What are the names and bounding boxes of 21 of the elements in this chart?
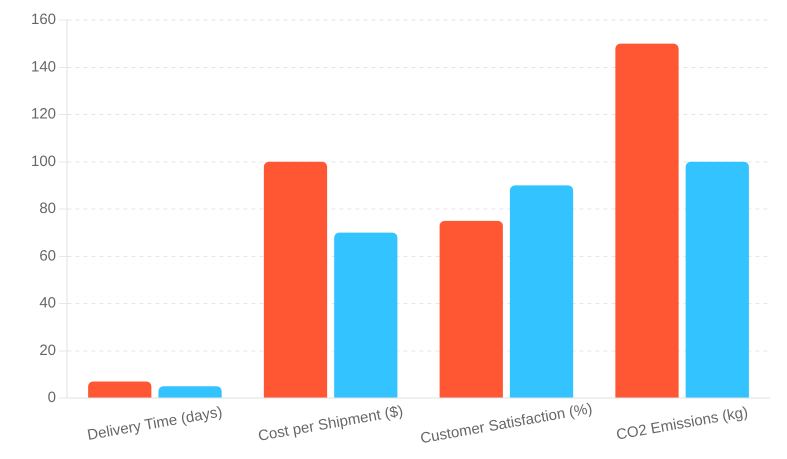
bar [510, 185, 574, 398]
y-tick-label: 80 [39, 200, 56, 218]
y-tick-label: 100 [30, 152, 56, 170]
bar [615, 44, 679, 398]
bar [88, 381, 152, 398]
bar [264, 162, 328, 398]
bar [158, 386, 222, 398]
x-tick-label: Delivery Time (days) [86, 403, 224, 444]
y-tick-label: 20 [39, 342, 56, 359]
y-tick-label: 0 [48, 389, 56, 406]
x-tick-label: Cost per Shipment ($) [256, 402, 404, 445]
y-tick-label: 140 [30, 58, 56, 76]
y-tick-label: 40 [39, 294, 56, 312]
y-tick-label: 120 [30, 106, 56, 123]
x-tick-label: CO2 Emissions (kg) [614, 404, 750, 444]
bar [334, 232, 398, 398]
y-tick-label: 60 [39, 247, 56, 264]
y-tick-label: 160 [30, 11, 56, 28]
x-tick-label: Customer Satisfaction (%) [419, 400, 594, 448]
bar [440, 220, 503, 398]
bar [686, 162, 749, 398]
